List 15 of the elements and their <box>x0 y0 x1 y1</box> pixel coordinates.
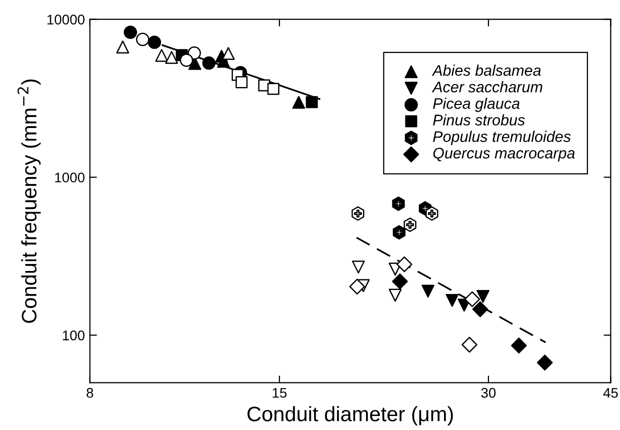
y-tick-label: 1000 <box>55 172 84 182</box>
x-tick-label: 8 <box>86 388 94 398</box>
x-tick-label: 45 <box>603 388 618 398</box>
legend-label: Acer saccharum <box>432 81 542 92</box>
x-tick-label: 30 <box>481 388 496 398</box>
legend-label: Picea glauca <box>433 98 520 112</box>
x-tick-label: 15 <box>272 388 287 398</box>
legend-label: Abies balsamea <box>432 64 541 76</box>
legend-label: Populus tremuloides <box>433 130 571 146</box>
x-axis-title: Conduit diameter (μm) <box>248 406 453 426</box>
y-tick-label: 10000 <box>47 14 84 25</box>
legend-label: Pinus strobus <box>433 114 525 126</box>
legend-label: Quercus macrocarpa <box>433 148 575 162</box>
y-axis-title: Conduit frequency (mm$^{−2}$) <box>18 80 41 323</box>
y-tick-label: 100 <box>62 330 84 340</box>
